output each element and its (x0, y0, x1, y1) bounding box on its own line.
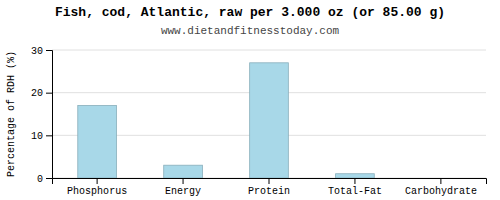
tick: Total-Fat (328, 178, 382, 197)
tick-label: Carbohydrate (405, 186, 477, 197)
tick-mark (46, 135, 52, 136)
subtitle: www.dietandfitnesstoday.com (161, 25, 340, 37)
grid (52, 50, 486, 178)
plot: 0 10 20 30 Phosphorus Energy Protein Total-Fat C… (31, 46, 487, 197)
tick-label: 10 (31, 131, 43, 142)
tick-label: Protein (248, 186, 290, 197)
y-axis-title: Percentage of RDH (%) (6, 51, 17, 177)
tick-mark (97, 178, 98, 184)
axis-line (46, 51, 53, 179)
bar (250, 63, 289, 178)
tick: 10 (31, 131, 52, 142)
tick-label: Phosphorus (67, 186, 127, 197)
tick-label: 0 (37, 174, 43, 185)
tick-mark (46, 93, 52, 94)
tick: 0 (37, 174, 52, 185)
tick-mark (46, 178, 52, 179)
axis-line (53, 179, 487, 185)
tick: Carbohydrate (405, 178, 477, 197)
bar (78, 105, 117, 178)
tick-mark (354, 178, 355, 184)
x-axis: Phosphorus Energy Protein Total-Fat Carbohyd… (53, 178, 487, 197)
tick-mark (46, 50, 52, 51)
tick-label: Total-Fat (328, 186, 382, 197)
tick-mark (183, 178, 184, 184)
tick: Energy (165, 178, 201, 197)
tick-mark (440, 178, 441, 184)
tick-mark (269, 178, 270, 184)
bar (164, 165, 203, 178)
title: Fish, cod, Atlantic, raw per 3.000 oz (o… (55, 5, 445, 20)
tick: 20 (31, 88, 52, 99)
y-axis: 0 10 20 30 (31, 46, 53, 185)
tick: 30 (31, 46, 52, 57)
tick: Protein (248, 178, 290, 197)
chart: Fish, cod, Atlantic, raw per 3.000 oz (o… (0, 0, 500, 200)
tick: Phosphorus (67, 178, 127, 197)
bar (336, 174, 375, 178)
bar (422, 178, 461, 179)
tick-label: Energy (165, 186, 201, 197)
bars (78, 63, 374, 178)
tick-label: 20 (31, 88, 43, 99)
grid-line (52, 50, 486, 51)
tick-label: 30 (31, 46, 43, 57)
